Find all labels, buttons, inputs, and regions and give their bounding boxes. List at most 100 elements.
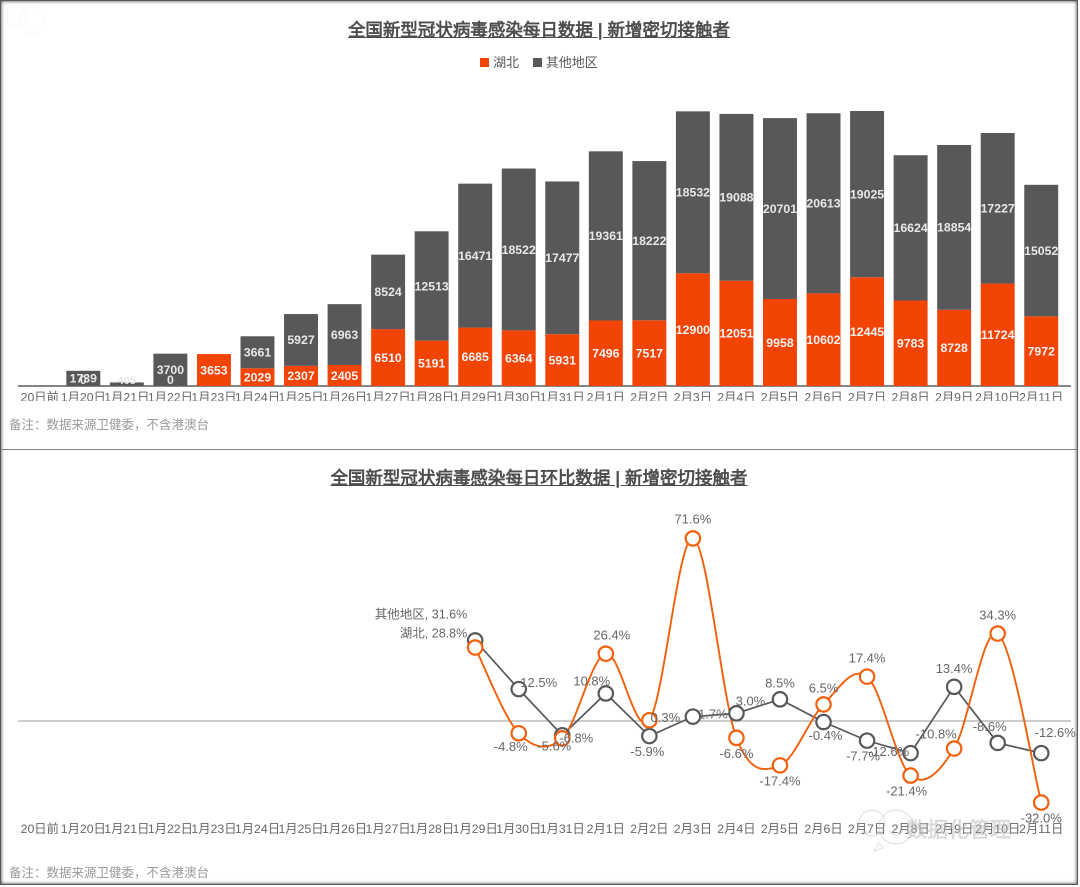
- svg-text:34.3%: 34.3%: [979, 608, 1016, 623]
- svg-text:2月4日: 2月4日: [717, 822, 755, 836]
- svg-text:1月28日: 1月28日: [409, 391, 454, 402]
- svg-text:7972: 7972: [1028, 344, 1056, 358]
- svg-text:10.8%: 10.8%: [573, 673, 610, 688]
- svg-text:1月28日: 1月28日: [409, 822, 454, 836]
- svg-text:2月11日: 2月11日: [1019, 391, 1063, 402]
- svg-text:19361: 19361: [589, 229, 623, 243]
- svg-text:1月27日: 1月27日: [366, 822, 411, 836]
- svg-text:-5.9%: -5.9%: [630, 744, 664, 759]
- svg-text:9958: 9958: [766, 336, 794, 350]
- svg-text:3661: 3661: [244, 346, 272, 360]
- svg-text:12051: 12051: [719, 327, 753, 341]
- svg-text:17477: 17477: [545, 251, 579, 265]
- svg-text:2月6日: 2月6日: [804, 822, 842, 836]
- svg-text:11724: 11724: [981, 328, 1015, 342]
- svg-text:1月21日: 1月21日: [104, 822, 149, 836]
- svg-text:2月11日: 2月11日: [1019, 822, 1063, 836]
- svg-text:20日前: 20日前: [21, 821, 59, 836]
- svg-text:-12.6%: -12.6%: [868, 744, 910, 759]
- svg-text:2月3日: 2月3日: [674, 822, 712, 836]
- svg-text:2月2日: 2月2日: [630, 391, 668, 402]
- svg-text:湖北, 28.8%: 湖北, 28.8%: [400, 626, 467, 641]
- svg-text:1月21日: 1月21日: [104, 391, 149, 402]
- svg-text:7517: 7517: [636, 346, 664, 360]
- svg-text:1月22日: 1月22日: [148, 822, 193, 836]
- svg-text:2月9日: 2月9日: [935, 391, 973, 402]
- svg-text:6685: 6685: [462, 350, 490, 364]
- svg-text:5191: 5191: [418, 357, 446, 371]
- svg-text:1月26日: 1月26日: [322, 391, 367, 402]
- svg-text:2月7日: 2月7日: [848, 391, 886, 402]
- svg-text:-10.8%: -10.8%: [916, 727, 958, 742]
- svg-text:-4.8%: -4.8%: [494, 739, 528, 754]
- svg-text:26.4%: 26.4%: [593, 628, 630, 643]
- svg-text:1月20日: 1月20日: [61, 391, 106, 402]
- svg-text:20613: 20613: [806, 197, 840, 211]
- svg-text:-0.4%: -0.4%: [809, 728, 843, 743]
- svg-text:2月8日: 2月8日: [891, 391, 929, 402]
- svg-text:2月5日: 2月5日: [761, 822, 799, 836]
- svg-text:1月30日: 1月30日: [496, 822, 541, 836]
- svg-text:-6.6%: -6.6%: [719, 746, 753, 761]
- svg-text:2307: 2307: [287, 369, 315, 383]
- svg-text:2月2日: 2月2日: [630, 822, 668, 836]
- svg-text:1月25日: 1月25日: [278, 822, 323, 836]
- svg-text:1月27日: 1月27日: [366, 391, 411, 402]
- svg-text:-12.6%: -12.6%: [1035, 725, 1077, 740]
- svg-text:1.7%: 1.7%: [698, 707, 728, 722]
- svg-text:405: 405: [118, 375, 136, 387]
- svg-text:16624: 16624: [893, 221, 927, 235]
- svg-text:8728: 8728: [940, 341, 968, 355]
- svg-text:13.4%: 13.4%: [936, 661, 973, 676]
- svg-text:10602: 10602: [806, 333, 840, 347]
- svg-text:12.5%: 12.5%: [520, 675, 557, 690]
- svg-text:16471: 16471: [458, 249, 492, 263]
- svg-text:20日前: 20日前: [21, 390, 59, 402]
- svg-text:1月24日: 1月24日: [235, 391, 280, 402]
- svg-text:5927: 5927: [287, 333, 315, 347]
- svg-text:19025: 19025: [850, 187, 884, 201]
- svg-text:1月29日: 1月29日: [453, 391, 498, 402]
- svg-text:-21.4%: -21.4%: [886, 784, 928, 799]
- svg-text:6364: 6364: [505, 351, 533, 365]
- svg-text:其他地区, 31.6%: 其他地区, 31.6%: [375, 607, 467, 621]
- svg-text:5931: 5931: [549, 353, 577, 367]
- svg-text:6963: 6963: [331, 328, 359, 342]
- svg-text:8524: 8524: [374, 285, 402, 299]
- svg-text:3653: 3653: [200, 363, 228, 377]
- svg-text:2月1日: 2月1日: [587, 391, 625, 402]
- svg-text:2月6日: 2月6日: [804, 391, 842, 402]
- svg-text:6.5%: 6.5%: [809, 680, 839, 695]
- svg-text:17.4%: 17.4%: [849, 651, 886, 666]
- svg-text:2月1日: 2月1日: [587, 822, 625, 836]
- svg-text:3.0%: 3.0%: [736, 693, 766, 708]
- svg-text:-6.8%: -6.8%: [559, 730, 593, 745]
- svg-text:1月20日: 1月20日: [61, 822, 106, 836]
- svg-text:1月23日: 1月23日: [191, 391, 236, 402]
- svg-text:1月24日: 1月24日: [235, 822, 280, 836]
- svg-text:6510: 6510: [374, 351, 402, 365]
- svg-text:-8.6%: -8.6%: [973, 719, 1007, 734]
- svg-text:数据化管理: 数据化管理: [906, 818, 1011, 842]
- svg-text:9783: 9783: [897, 337, 925, 351]
- svg-text:1月30日: 1月30日: [496, 391, 541, 402]
- svg-text:12445: 12445: [850, 325, 884, 339]
- svg-text:8.5%: 8.5%: [765, 675, 795, 690]
- svg-text:1月31日: 1月31日: [540, 822, 585, 836]
- svg-text:12900: 12900: [676, 323, 710, 337]
- svg-text:18522: 18522: [502, 243, 536, 257]
- svg-text:2月4日: 2月4日: [717, 391, 755, 402]
- svg-text:2405: 2405: [331, 369, 359, 383]
- svg-text:1月23日: 1月23日: [191, 822, 236, 836]
- svg-text:2029: 2029: [244, 370, 272, 384]
- svg-text:1月31日: 1月31日: [540, 391, 585, 402]
- svg-text:12513: 12513: [415, 279, 449, 293]
- svg-text:18854: 18854: [937, 221, 971, 235]
- svg-text:3700: 3700: [157, 363, 185, 377]
- svg-text:18532: 18532: [676, 186, 710, 200]
- svg-text:71.6%: 71.6%: [674, 511, 711, 526]
- svg-text:-17.4%: -17.4%: [759, 773, 801, 788]
- svg-text:1月26日: 1月26日: [322, 822, 367, 836]
- svg-text:15052: 15052: [1024, 244, 1058, 258]
- svg-text:1月22日: 1月22日: [148, 391, 193, 402]
